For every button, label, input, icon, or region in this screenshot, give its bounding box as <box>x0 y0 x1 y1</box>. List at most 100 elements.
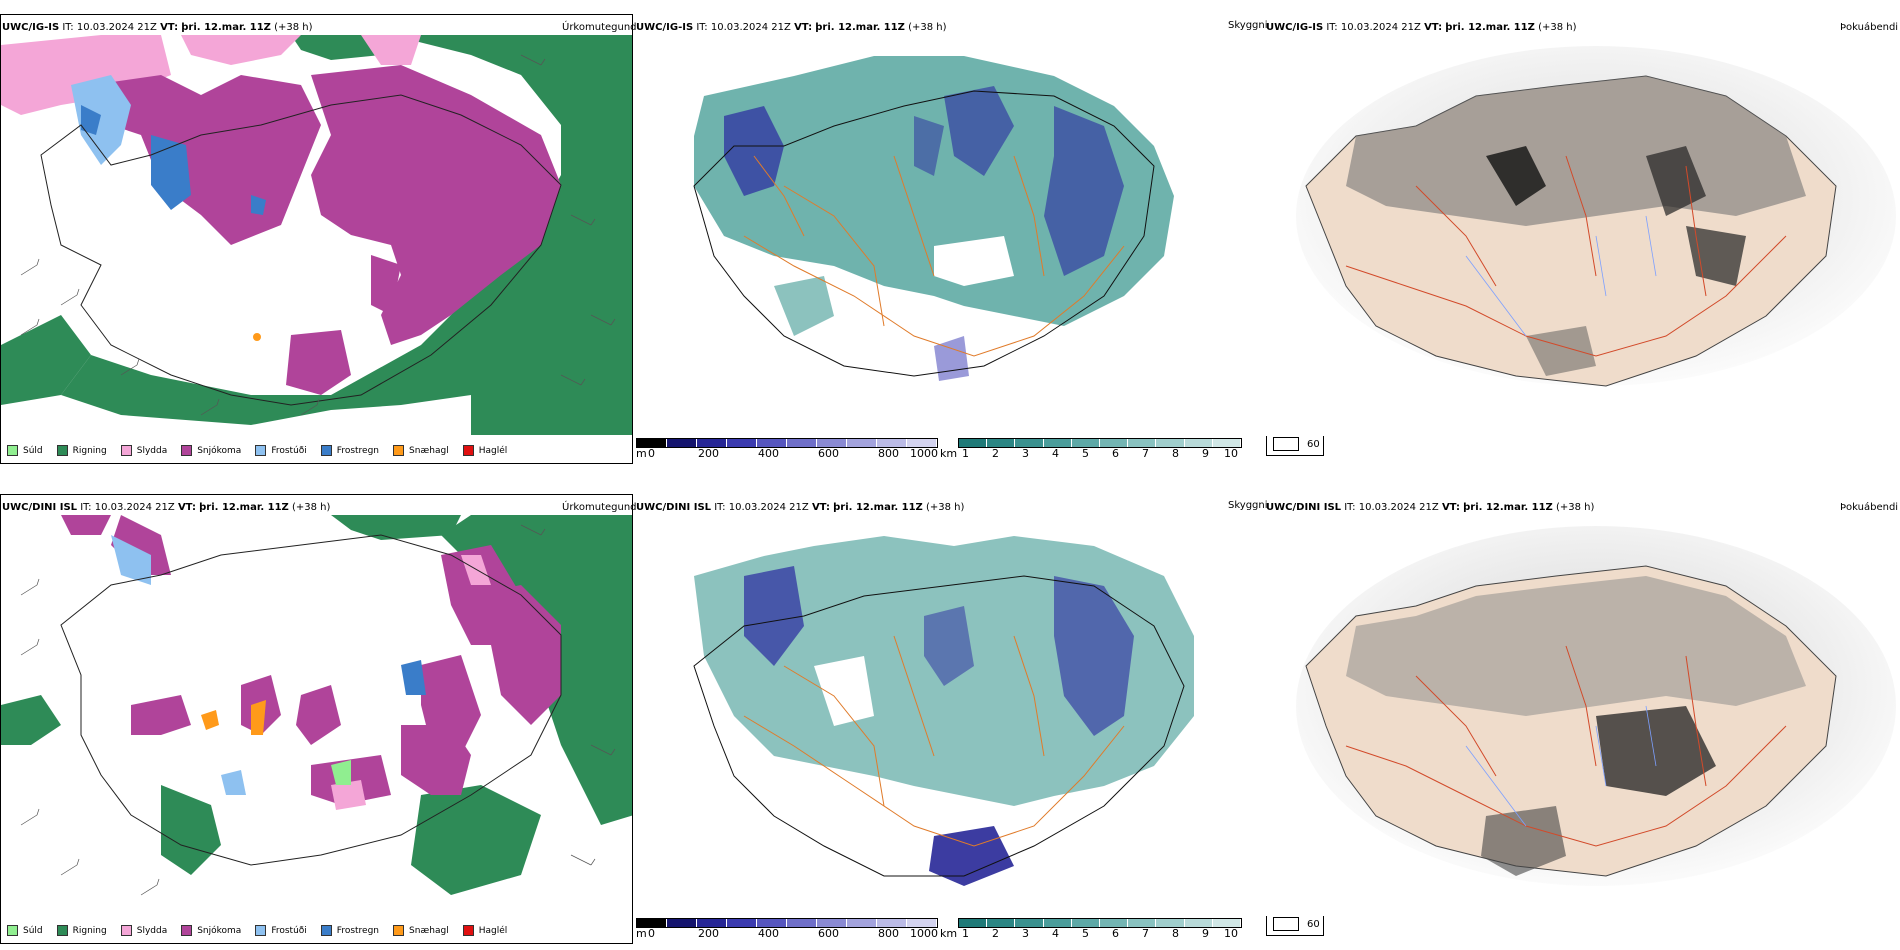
legend-item-freezing-rain: Frostregn <box>320 445 380 456</box>
it-label: IT: <box>714 502 726 513</box>
model-name: UWC/IG-IS <box>2 22 60 33</box>
cloud-base-tick: 400 <box>758 447 779 460</box>
precip-title-bottom: Úrkomutegund <box>562 502 637 513</box>
legend-item-hail: Haglél <box>462 925 507 936</box>
cloud-base-tick: 1000 <box>910 927 938 940</box>
precip-type-map-top <box>1 15 632 435</box>
legend-item-freezing-drizzle: Frostúði <box>255 925 307 936</box>
vt-value: þri. 12.mar. 11Z <box>1463 502 1553 513</box>
visibility-colorbar-top: km 1 2 3 4 5 6 7 8 9 10 <box>940 438 1242 460</box>
legend-label: Snjókoma <box>197 925 242 936</box>
visibility-color-segment <box>1071 439 1101 447</box>
legend-item-snow: Snjókoma <box>181 445 241 456</box>
cloud-base-color-segment <box>907 439 937 447</box>
cloud-base-color-segment <box>787 439 817 447</box>
cloud-base-tick: 600 <box>818 927 839 940</box>
legend-swatch <box>320 925 332 936</box>
legend-item-sleet: Slydda <box>120 445 167 456</box>
cloud-base-color-segment <box>727 919 757 927</box>
cloud-base-color-segment <box>847 439 877 447</box>
cloud-base-unit: m <box>636 447 647 460</box>
visibility-tick: 5 <box>1082 927 1089 940</box>
legend-item-snow-pellets: Snæhagl <box>393 925 449 936</box>
cloud-base-color-segment <box>637 919 667 927</box>
it-value: 10.03.2024 21Z <box>728 502 809 513</box>
cloud-base-color-segment <box>757 919 787 927</box>
legend-label: Snæhagl <box>409 925 449 936</box>
fog-map-top <box>1266 36 1896 436</box>
visibility-color-segment <box>1100 439 1129 447</box>
visibility-color-segment <box>959 919 988 927</box>
legend-item-freezing-rain: Frostregn <box>320 925 379 936</box>
legend-label: Frostúði <box>271 445 307 456</box>
header-top-precip: UWC/IG-IS IT: 10.03.2024 21Z VT: þri. 12… <box>2 22 313 34</box>
legend-item-snow: Snjókoma <box>181 925 241 936</box>
fog-panel-bottom <box>1266 516 1896 916</box>
visibility-color-segment <box>1071 919 1101 927</box>
visibility-color-segment <box>987 919 1016 927</box>
cloud-base-color-segment <box>877 439 907 447</box>
vt-label: VT: <box>1424 22 1443 33</box>
legend-swatch <box>56 925 68 936</box>
visibility-color-segment <box>1015 439 1044 447</box>
visibility-tick: 1 <box>962 927 969 940</box>
cloud-base-color-segment <box>667 439 697 447</box>
fog-legend-label: 60 <box>1307 918 1320 930</box>
legend-swatch <box>255 925 267 936</box>
visibility-color-segment <box>1043 919 1072 927</box>
fog-title-top: Þokuábendi <box>1840 22 1899 33</box>
precip-type-panel-top: Súld Rigning Slydda Snjókoma Frostúði Fr… <box>0 14 633 464</box>
precip-type-panel-bottom: Súld Rigning Slydda Snjókoma Frostúði Fr… <box>0 494 633 944</box>
fog-legend-swatch <box>1273 437 1299 451</box>
visibility-color-segment <box>1156 439 1185 447</box>
legend-swatch <box>7 445 18 456</box>
cloud-base-color-segment <box>817 439 847 447</box>
legend-swatch <box>181 925 193 936</box>
visibility-tick: 2 <box>992 927 999 940</box>
legend-item-snow-pellets: Snæhagl <box>393 445 449 456</box>
it-label: IT: <box>62 22 74 33</box>
vt-label: VT: <box>811 502 830 513</box>
legend-item-freezing-drizzle: Frostúði <box>255 445 307 456</box>
visibility-tick: 2 <box>992 447 999 460</box>
vt-value: þri. 12.mar. 11Z <box>815 22 905 33</box>
visibility-unit: km <box>940 447 958 460</box>
model-name: UWC/IG-IS <box>636 22 694 33</box>
model-name: UWC/DINI ISL <box>2 502 78 513</box>
cloud-base-color-segment <box>907 919 937 927</box>
lead-time: (+38 h) <box>274 22 313 33</box>
precip-legend-bottom: Súld Rigning Slydda Snjókoma Frostúði Fr… <box>7 925 507 936</box>
visibility-color-segment <box>1015 919 1044 927</box>
vt-value: þri. 12.mar. 11Z <box>199 502 289 513</box>
visibility-tick: 9 <box>1202 447 1209 460</box>
precip-title-top: Úrkomutegund <box>562 22 637 33</box>
cloud-title-top: Skyggni <box>1228 20 1268 31</box>
cloud-base-tick: 600 <box>818 447 839 460</box>
legend-label: Frostregn <box>336 445 380 456</box>
visibility-tick: 8 <box>1172 447 1179 460</box>
cloud-base-unit: m <box>636 927 647 940</box>
cloud-visibility-map-bottom <box>634 516 1264 916</box>
cloud-base-tick: 0 <box>648 447 655 460</box>
vt-label: VT: <box>177 502 196 513</box>
legend-item-sleet: Slydda <box>120 925 167 936</box>
lead-time: (+38 h) <box>925 502 965 513</box>
legend-item-rain: Rigning <box>56 925 107 936</box>
it-value: 10.03.2024 21Z <box>1340 22 1421 33</box>
model-name: UWC/DINI ISL <box>1266 502 1342 513</box>
legend-swatch <box>56 445 68 456</box>
legend-label: Súld <box>23 925 43 936</box>
legend-swatch <box>120 925 132 936</box>
visibility-color-segment <box>1212 439 1242 447</box>
header-top-fog: UWC/IG-IS IT: 10.03.2024 21Z VT: þri. 12… <box>1266 22 1577 34</box>
visibility-color-segment <box>1184 919 1213 927</box>
cloud-base-tick: 200 <box>698 927 719 940</box>
it-value: 10.03.2024 21Z <box>76 22 157 33</box>
visibility-unit: km <box>940 927 958 940</box>
lead-time: (+38 h) <box>908 22 947 33</box>
visibility-tick: 7 <box>1142 927 1149 940</box>
it-value: 10.03.2024 21Z <box>1358 502 1439 513</box>
it-value: 10.03.2024 21Z <box>710 22 791 33</box>
it-value: 10.03.2024 21Z <box>94 502 175 513</box>
cloud-base-tick: 800 <box>878 447 899 460</box>
